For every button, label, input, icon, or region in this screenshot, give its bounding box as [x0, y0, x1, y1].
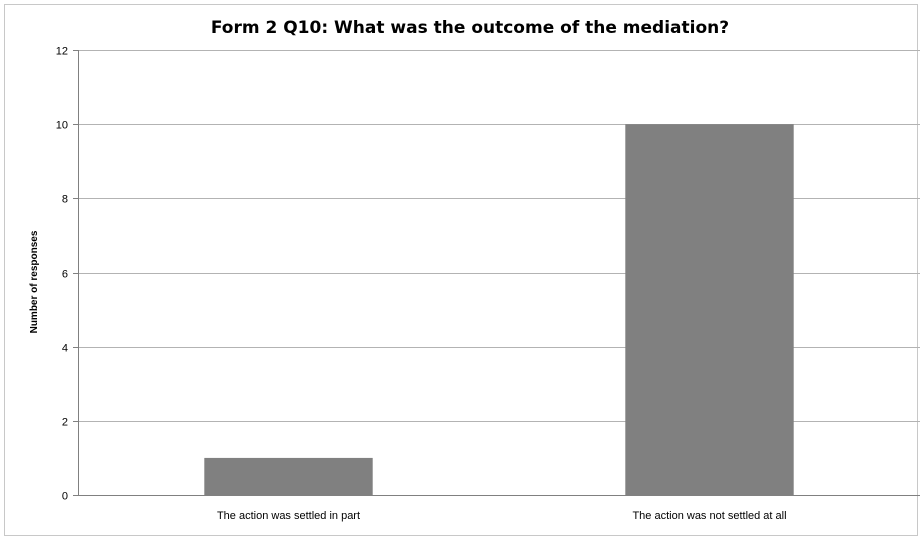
bar-2	[625, 124, 794, 496]
y-tick-label: 8	[62, 194, 68, 206]
chart-title: Form 2 Q10: What was the outcome of the …	[211, 18, 729, 38]
y-tick-label: 2	[62, 417, 68, 429]
x-tick-label: The action was not settled at all	[632, 510, 786, 522]
tick-labels: 0 2 4 6 8 10 12 The action was settled in part T…	[56, 46, 787, 523]
axes	[73, 50, 920, 496]
gridlines	[78, 50, 920, 422]
y-tick-label: 0	[62, 491, 68, 503]
bars	[204, 124, 794, 496]
y-axis-label: Number of responses	[29, 230, 40, 333]
bar-1	[204, 457, 373, 495]
x-tick-label: The action was settled in part	[217, 510, 360, 522]
y-tick-label: 6	[62, 269, 68, 281]
y-tick-label: 12	[56, 46, 68, 58]
y-tick-label: 10	[56, 120, 68, 132]
y-tick-label: 4	[62, 343, 68, 355]
